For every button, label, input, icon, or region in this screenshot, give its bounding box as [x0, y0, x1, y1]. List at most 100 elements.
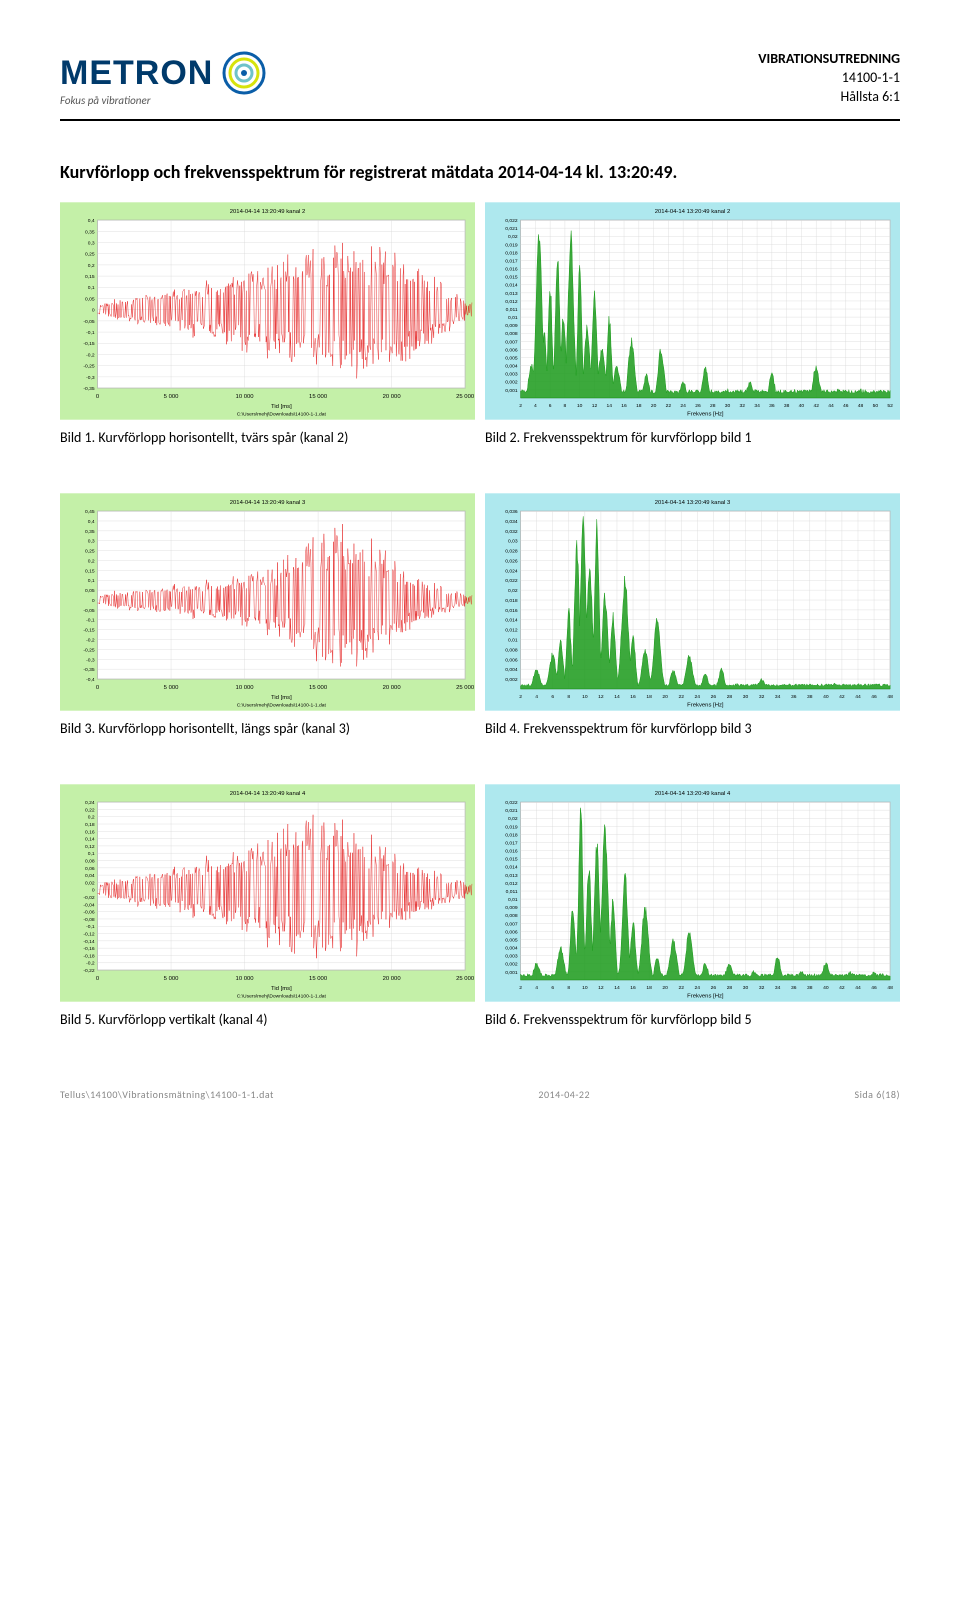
- svg-text:0,02: 0,02: [508, 816, 518, 822]
- svg-text:10 000: 10 000: [236, 976, 255, 982]
- svg-text:0,024: 0,024: [505, 568, 518, 574]
- svg-text:22: 22: [678, 694, 684, 700]
- svg-text:-0,25: -0,25: [83, 364, 95, 370]
- svg-text:30: 30: [725, 403, 731, 409]
- svg-text:0,009: 0,009: [505, 323, 518, 329]
- doc-meta: VIBRATIONSUTREDNING 14100-1-1 Hållsta 6:…: [758, 50, 900, 107]
- caption-right: Bild 6. Frekvensspektrum för kurvförlopp…: [485, 1011, 900, 1028]
- svg-text:10: 10: [582, 694, 588, 700]
- svg-text:8: 8: [564, 403, 567, 409]
- svg-text:2014-04-14 13:20:49 kanal 3: 2014-04-14 13:20:49 kanal 3: [655, 500, 731, 506]
- svg-text:-0,2: -0,2: [86, 638, 95, 644]
- svg-text:12: 12: [598, 694, 604, 700]
- svg-text:12: 12: [598, 985, 604, 991]
- svg-text:0: 0: [92, 888, 95, 894]
- svg-text:0,032: 0,032: [505, 529, 518, 535]
- svg-text:15 000: 15 000: [309, 394, 328, 400]
- svg-text:26: 26: [695, 403, 701, 409]
- svg-text:15 000: 15 000: [309, 976, 328, 982]
- svg-text:0,2: 0,2: [88, 263, 95, 269]
- svg-text:-0,1: -0,1: [86, 924, 95, 930]
- svg-text:0,45: 0,45: [85, 509, 95, 515]
- svg-text:28: 28: [727, 694, 733, 700]
- svg-text:0,24: 0,24: [85, 800, 95, 806]
- svg-text:-0,15: -0,15: [83, 341, 95, 347]
- svg-text:0,03: 0,03: [508, 539, 518, 545]
- svg-text:0,02: 0,02: [508, 234, 518, 240]
- svg-text:-0,18: -0,18: [83, 953, 95, 959]
- svg-text:0,016: 0,016: [505, 608, 518, 614]
- caption-right: Bild 2. Frekvensspektrum för kurvförlopp…: [485, 429, 900, 446]
- header-divider: [60, 119, 900, 121]
- svg-text:0,013: 0,013: [505, 873, 518, 879]
- svg-text:0,022: 0,022: [505, 218, 518, 224]
- svg-text:46: 46: [871, 985, 877, 991]
- svg-text:2014-04-14 13:20:49 kanal 2: 2014-04-14 13:20:49 kanal 2: [655, 209, 731, 215]
- svg-text:0,08: 0,08: [85, 858, 95, 864]
- svg-text:30: 30: [743, 985, 749, 991]
- svg-text:25 000: 25 000: [456, 976, 475, 982]
- svg-text:-0,05: -0,05: [83, 608, 95, 614]
- svg-text:4: 4: [534, 403, 537, 409]
- svg-text:-0,14: -0,14: [83, 939, 95, 945]
- doc-ref: Hållsta 6:1: [758, 88, 900, 107]
- svg-text:14: 14: [607, 403, 613, 409]
- svg-text:20 000: 20 000: [383, 976, 402, 982]
- svg-text:44: 44: [828, 403, 834, 409]
- svg-text:Tid [ms]: Tid [ms]: [271, 986, 292, 992]
- svg-text:Frekvens [Hz]: Frekvens [Hz]: [687, 412, 724, 418]
- svg-text:0,001: 0,001: [505, 388, 518, 394]
- svg-text:34: 34: [754, 403, 760, 409]
- caption-left: Bild 3. Kurvförlopp horisontellt, längs …: [60, 720, 475, 737]
- svg-text:0,016: 0,016: [505, 849, 518, 855]
- svg-text:34: 34: [775, 985, 781, 991]
- svg-text:0,001: 0,001: [505, 970, 518, 976]
- svg-text:14: 14: [614, 694, 620, 700]
- svg-text:42: 42: [839, 694, 845, 700]
- svg-text:-0,35: -0,35: [83, 386, 95, 392]
- svg-text:36: 36: [769, 403, 775, 409]
- svg-text:24: 24: [695, 694, 701, 700]
- svg-text:2014-04-14 13:20:49 kanal 4: 2014-04-14 13:20:49 kanal 4: [230, 791, 306, 797]
- doc-code: 14100-1-1: [758, 69, 900, 88]
- svg-text:0,021: 0,021: [505, 226, 518, 232]
- svg-text:0,012: 0,012: [505, 881, 518, 887]
- svg-text:0,4: 0,4: [88, 218, 95, 224]
- svg-text:0,014: 0,014: [505, 865, 518, 871]
- svg-text:20: 20: [662, 694, 668, 700]
- svg-text:0,02: 0,02: [85, 880, 95, 886]
- svg-text:0,017: 0,017: [505, 840, 518, 846]
- svg-text:18: 18: [646, 985, 652, 991]
- svg-text:4: 4: [535, 694, 538, 700]
- svg-text:2: 2: [519, 403, 522, 409]
- svg-text:16: 16: [621, 403, 627, 409]
- svg-text:-0,04: -0,04: [83, 902, 95, 908]
- svg-text:0,22: 0,22: [85, 807, 95, 813]
- svg-text:0,008: 0,008: [505, 647, 518, 653]
- chart-row: 2014-04-14 13:20:49 kanal 4-0,22-0,2-0,1…: [60, 783, 900, 1003]
- svg-text:44: 44: [855, 985, 861, 991]
- svg-text:16: 16: [630, 694, 636, 700]
- svg-text:5 000: 5 000: [164, 394, 179, 400]
- svg-text:25 000: 25 000: [456, 685, 475, 691]
- svg-text:0,004: 0,004: [505, 667, 518, 673]
- svg-text:40: 40: [823, 694, 829, 700]
- svg-text:36: 36: [791, 985, 797, 991]
- svg-text:0,034: 0,034: [505, 519, 518, 525]
- svg-text:0,017: 0,017: [505, 258, 518, 264]
- svg-text:0,009: 0,009: [505, 905, 518, 911]
- svg-text:0,003: 0,003: [505, 954, 518, 960]
- svg-text:18: 18: [636, 403, 642, 409]
- svg-text:40: 40: [799, 403, 805, 409]
- svg-text:0: 0: [92, 308, 95, 314]
- svg-text:6: 6: [551, 985, 554, 991]
- svg-text:-0,35: -0,35: [83, 667, 95, 673]
- svg-text:10: 10: [582, 985, 588, 991]
- svg-text:36: 36: [791, 694, 797, 700]
- svg-text:-0,3: -0,3: [86, 375, 95, 381]
- svg-text:-0,05: -0,05: [83, 319, 95, 325]
- svg-text:-0,25: -0,25: [83, 647, 95, 653]
- spectrum-chart: 2014-04-14 13:20:49 kanal 40,0010,0020,0…: [485, 783, 900, 1003]
- svg-text:0,004: 0,004: [505, 946, 518, 952]
- svg-text:26: 26: [711, 694, 717, 700]
